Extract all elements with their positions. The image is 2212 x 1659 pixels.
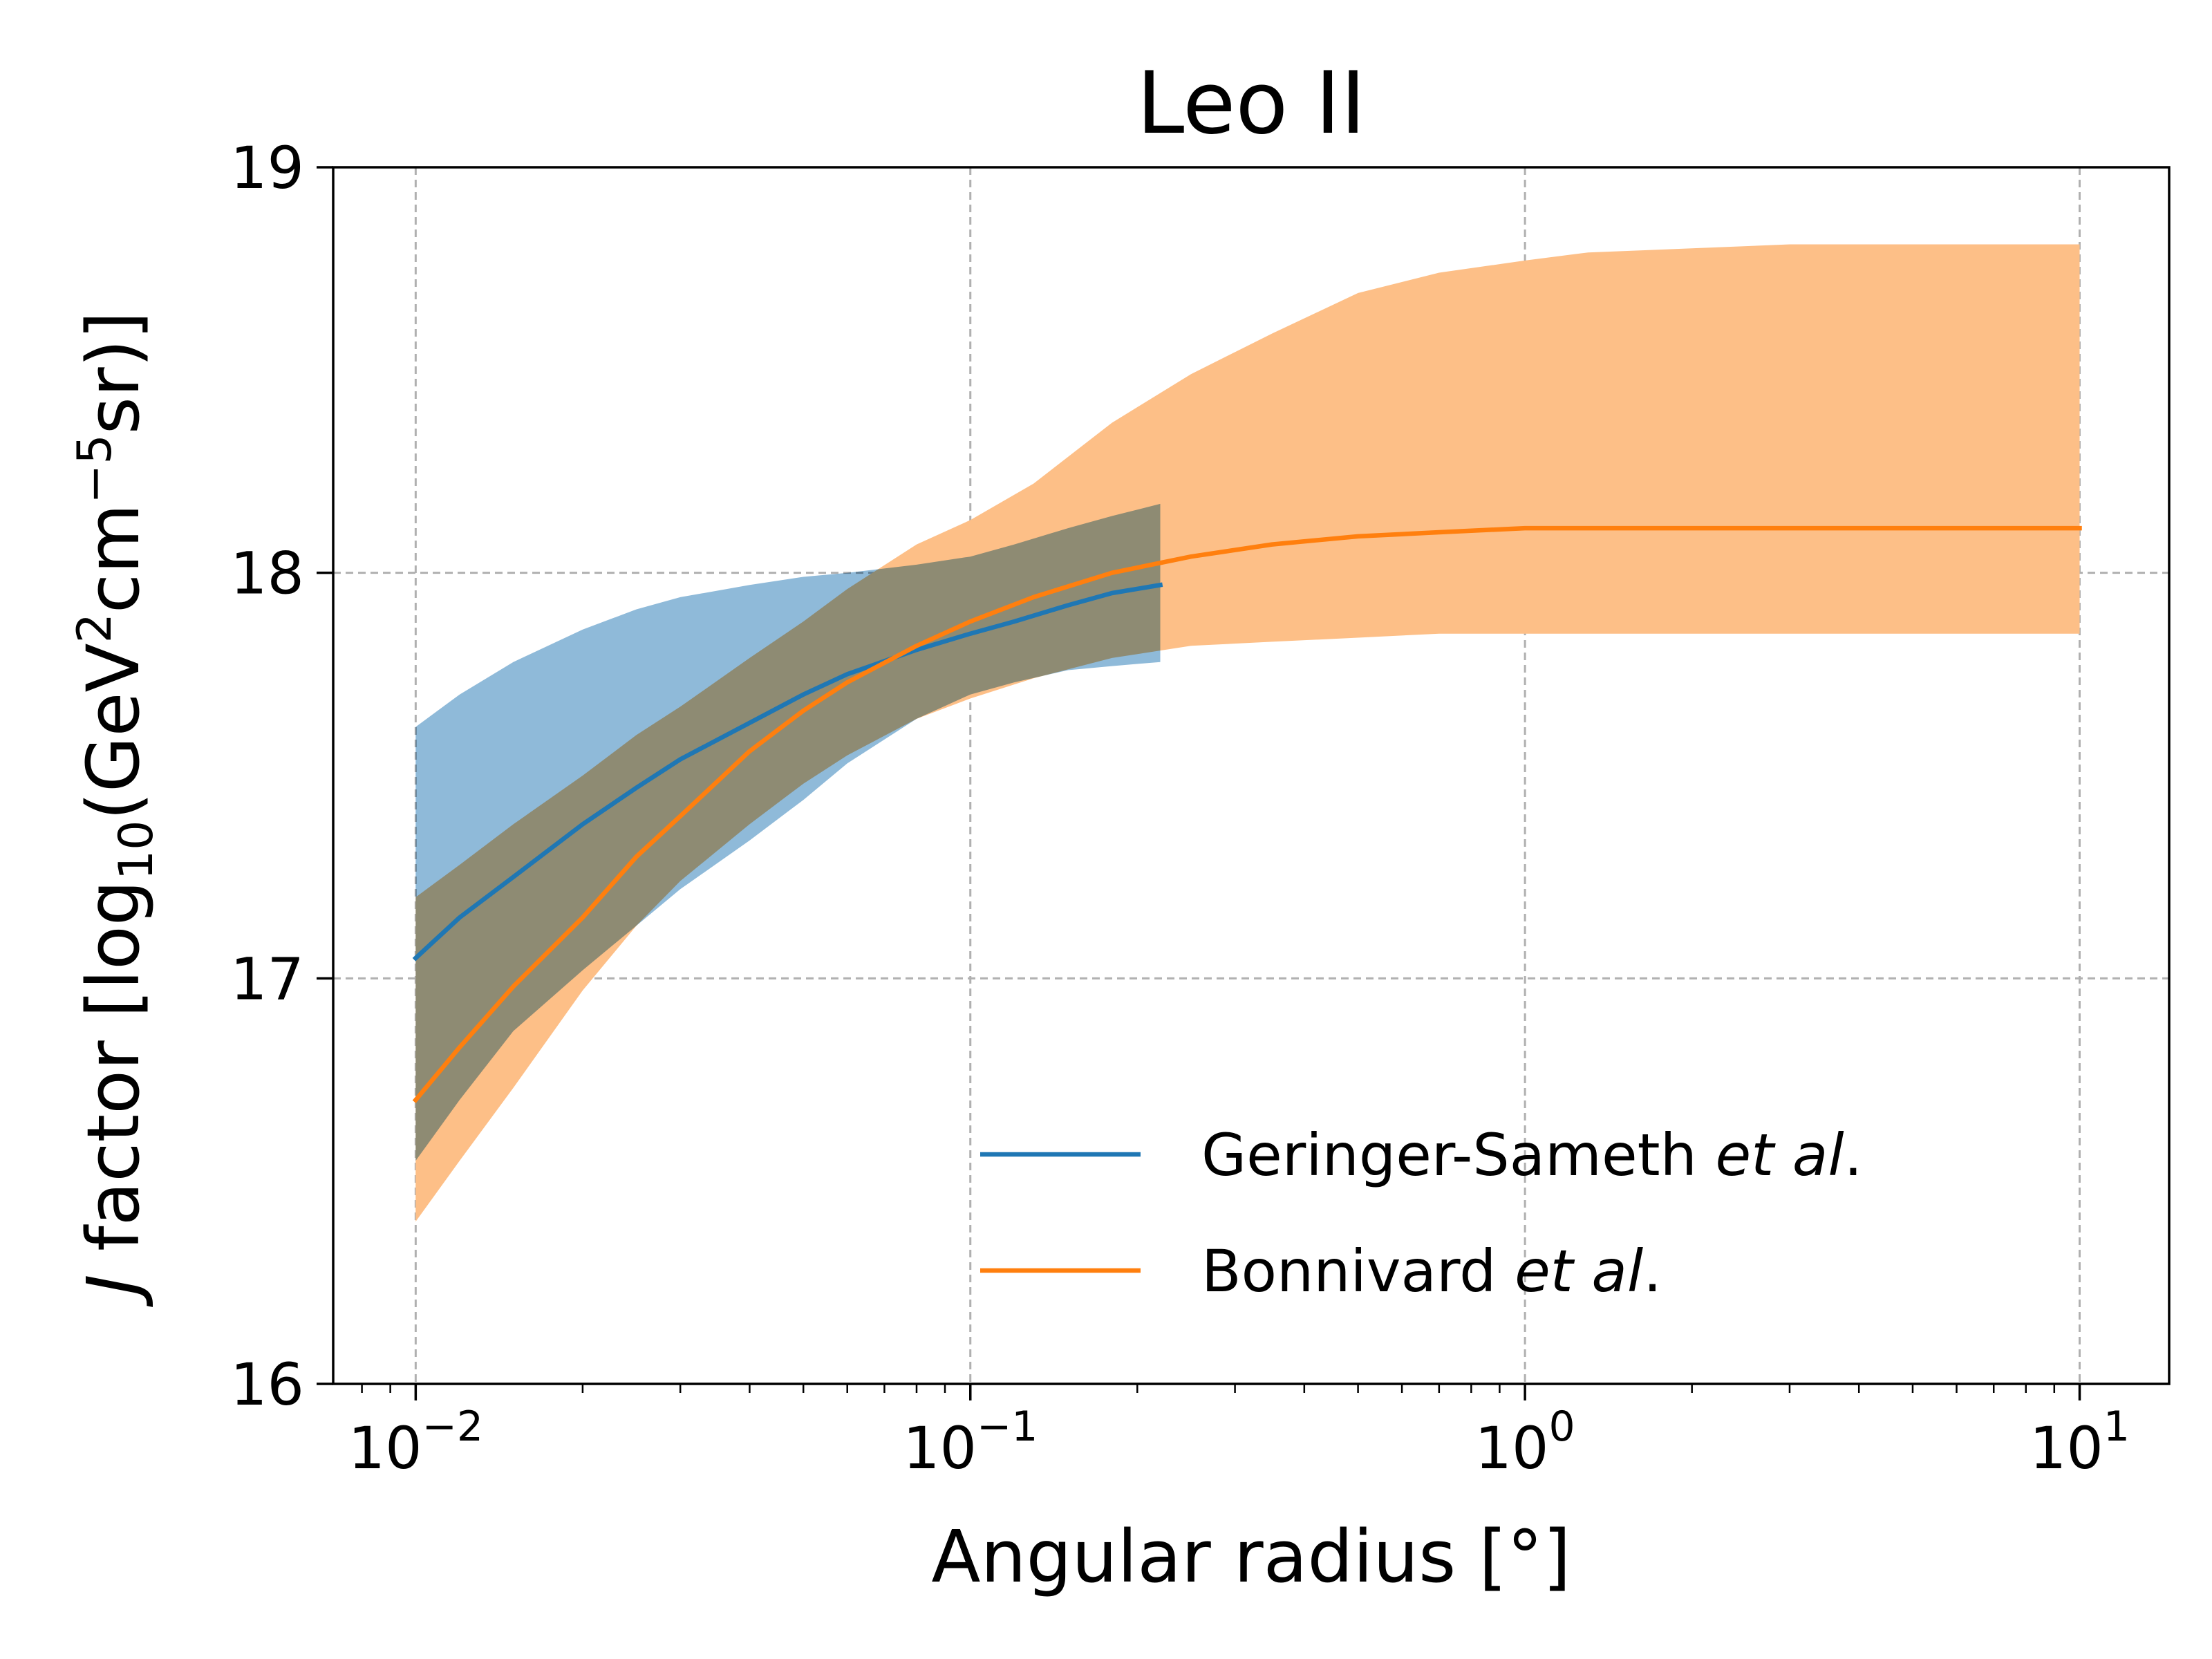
y-axis-title-unit1: (GeV	[71, 643, 156, 820]
legend-name-italic: et al	[1515, 1237, 1643, 1305]
x-tick-label-base: 10	[1475, 1414, 1549, 1482]
y-tick-label: 17	[230, 945, 304, 1013]
x-tick-label: 10−2	[348, 1403, 483, 1482]
y-axis-title-main: factor [log	[71, 880, 156, 1274]
y-axis-title-superscript-1: 2	[68, 613, 122, 643]
series-line-bonnivard	[412, 525, 2082, 1103]
x-tick-label-exponent: −1	[977, 1403, 1038, 1451]
series-lines	[412, 525, 2082, 1103]
legend: Geringer-Sameth et al.Bonnivard et al.	[980, 1121, 1862, 1305]
x-tick-label-base: 10	[348, 1414, 422, 1482]
y-axis-title-superscript-2: −5	[68, 434, 122, 503]
x-tick-label-base: 10	[2030, 1414, 2103, 1482]
x-tick-label: 101	[2030, 1403, 2130, 1482]
legend-name: Geringer-Sameth	[1201, 1121, 1716, 1189]
chart-title: Leo II	[1136, 54, 1366, 153]
legend-name-suffix: .	[1844, 1121, 1863, 1189]
x-tick-label-exponent: 1	[2103, 1403, 2130, 1451]
legend-label-bonnivard: Bonnivard et al.	[1201, 1237, 1662, 1305]
y-tick-label: 19	[230, 134, 304, 202]
y-tick-label: 18	[230, 540, 304, 608]
x-tick-label: 100	[1475, 1403, 1575, 1482]
legend-name-suffix: .	[1643, 1237, 1662, 1305]
plot-frame	[332, 166, 2171, 1385]
uncertainty-bands	[415, 244, 2080, 1222]
uncertainty-band-bonnivard	[415, 244, 2080, 1222]
x-tick-label: 10−1	[903, 1403, 1038, 1482]
uncertainty-band-geringer-sameth	[415, 503, 1161, 1161]
legend-name-italic: et al	[1716, 1121, 1844, 1189]
y-axis-title-subscript: 10	[109, 821, 164, 881]
x-axis-title: Angular radius [°]	[931, 1515, 1571, 1599]
legend-label-geringer-sameth: Geringer-Sameth et al.	[1201, 1121, 1862, 1189]
x-tick-label-exponent: −2	[422, 1403, 483, 1451]
y-tick-label: 16	[230, 1351, 304, 1418]
axis-ticks	[317, 166, 2081, 1400]
y-axis-title-unit2: cm	[71, 504, 156, 614]
series-line-geringer-sameth	[412, 582, 1163, 962]
y-axis-title: J factor [log10(GeV2cm−5sr)]	[68, 311, 164, 1308]
legend-name: Bonnivard	[1201, 1237, 1515, 1305]
x-tick-label-exponent: 0	[1548, 1403, 1575, 1451]
x-tick-label-base: 10	[903, 1414, 977, 1482]
y-axis-title-unit3: sr)]	[71, 311, 156, 434]
